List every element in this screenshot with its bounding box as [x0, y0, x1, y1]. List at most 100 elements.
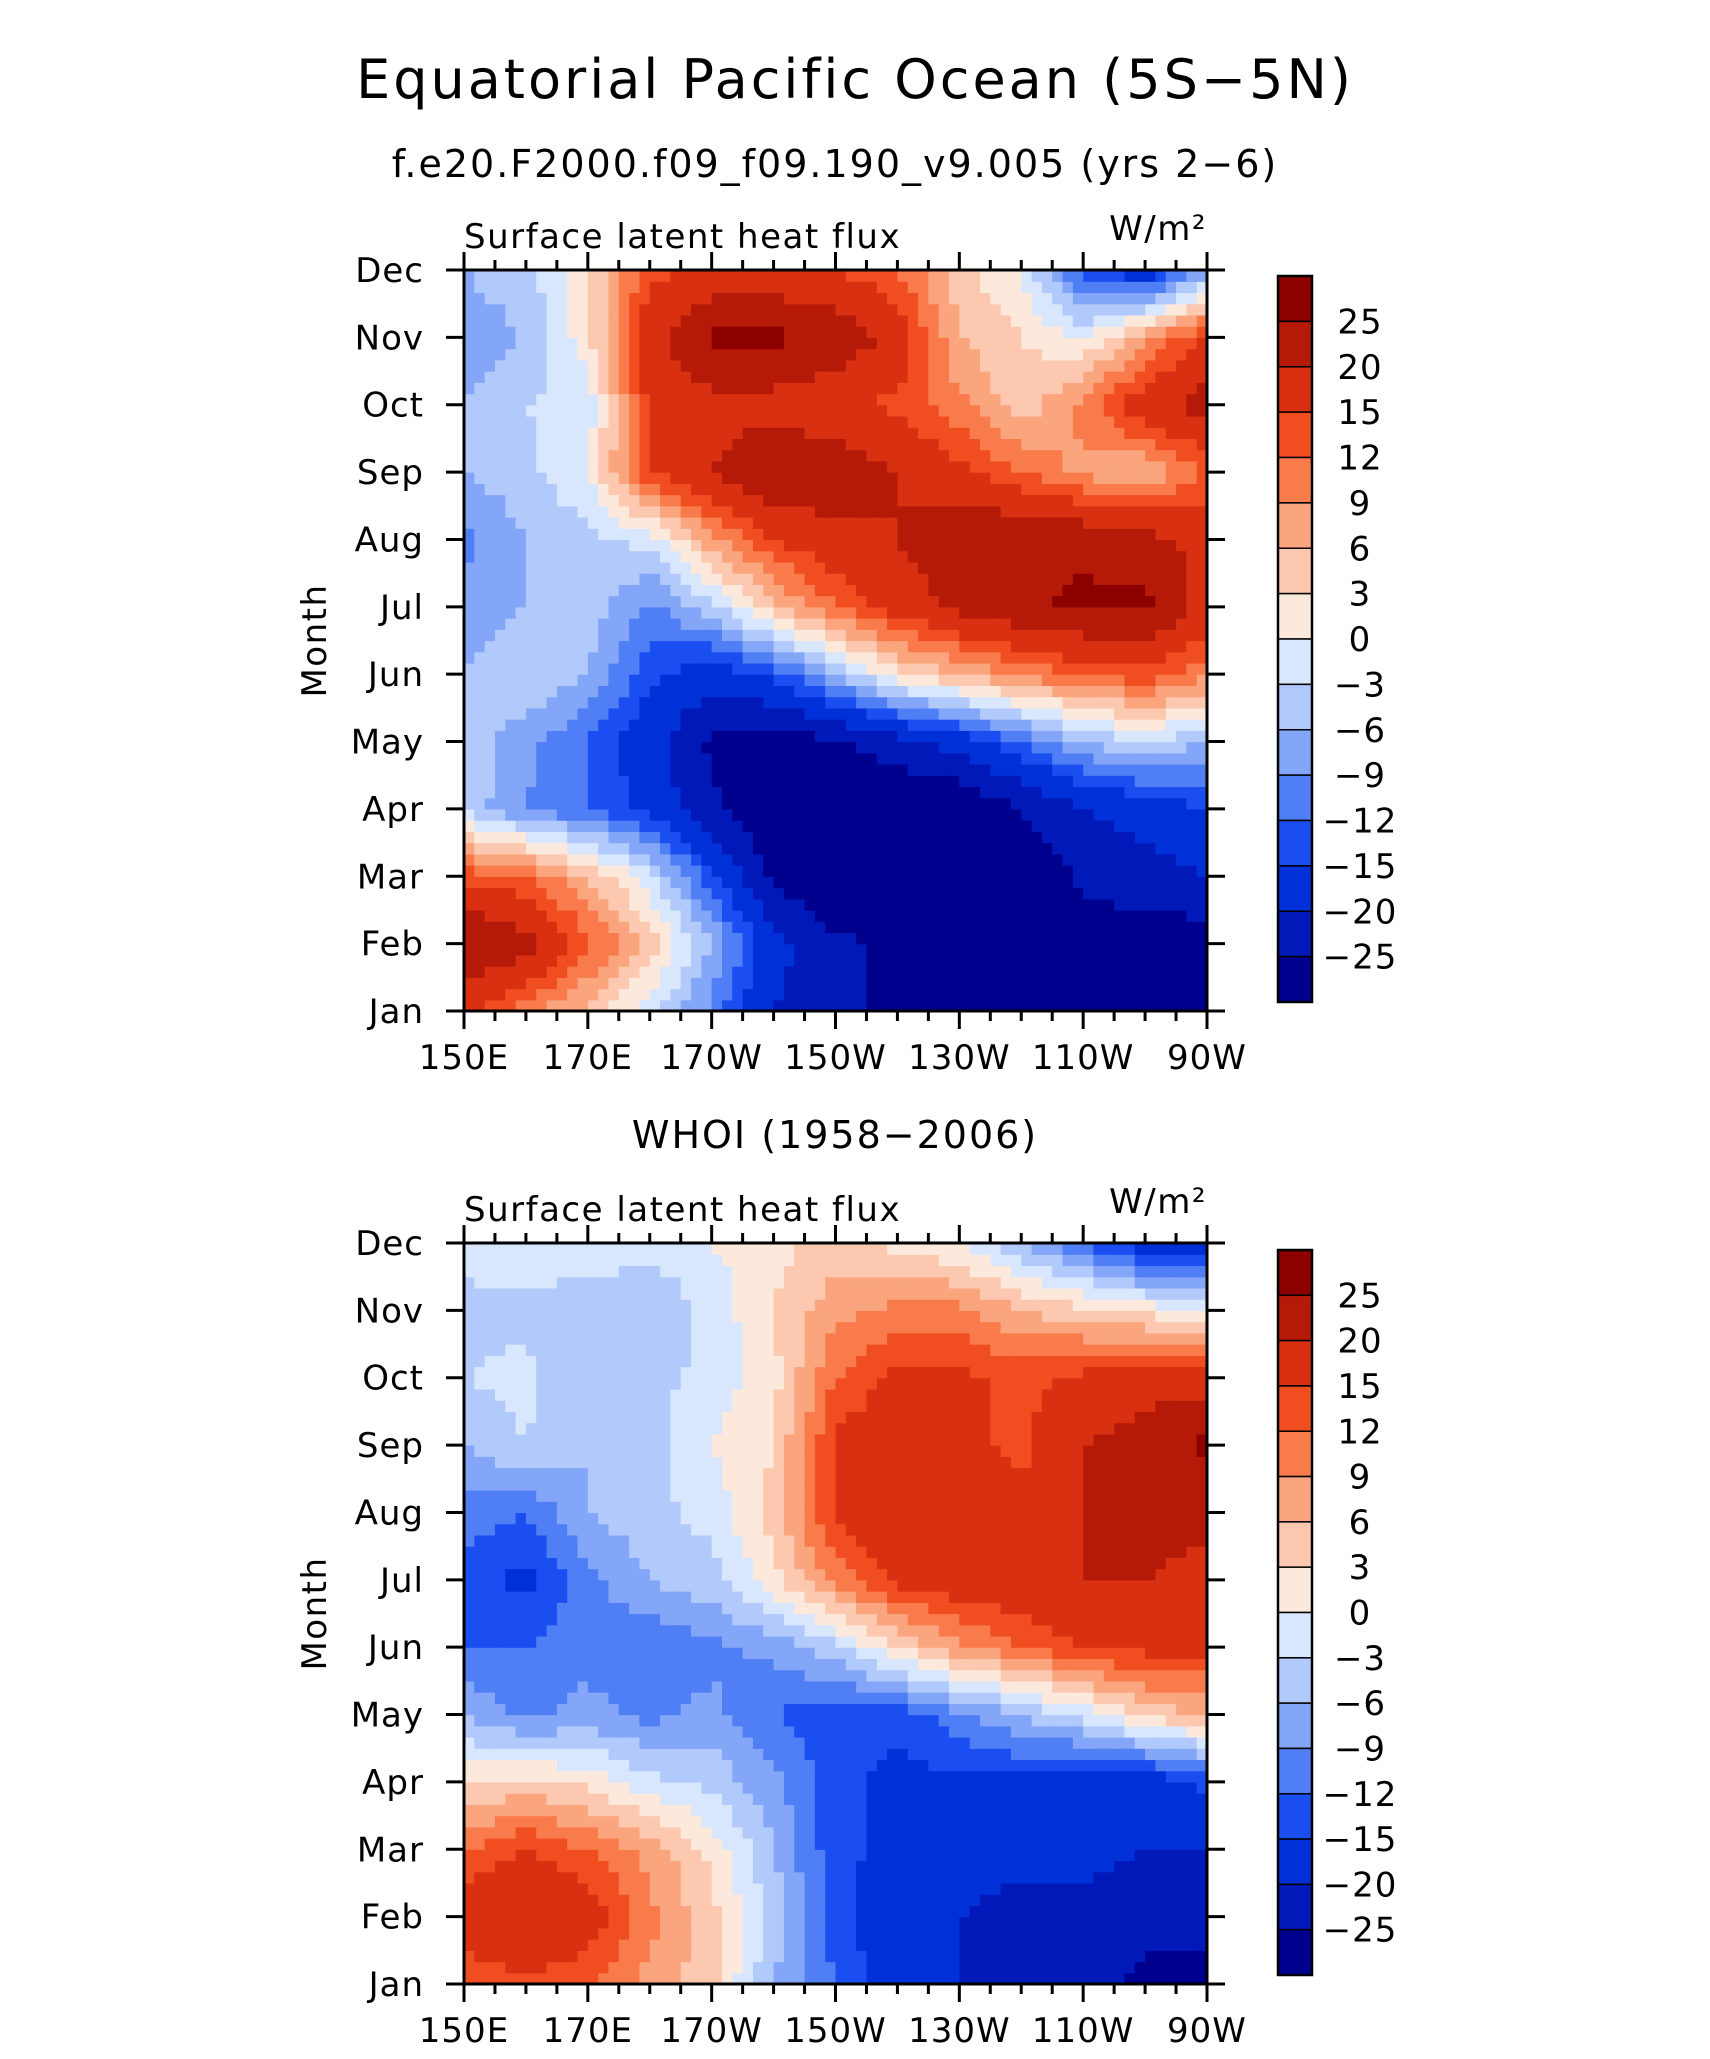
- field-cell: [1114, 820, 1126, 832]
- field-cell: [1031, 820, 1043, 832]
- field-cell: [670, 359, 682, 372]
- field-cell: [1031, 483, 1043, 496]
- field-cell: [536, 472, 548, 484]
- field-cell: [1093, 999, 1105, 1011]
- field-cell: [1062, 438, 1074, 451]
- field-cell: [1145, 719, 1156, 731]
- field-cell: [866, 505, 878, 518]
- field-cell: [556, 966, 568, 978]
- field-cell: [1093, 640, 1105, 653]
- field-cell: [536, 314, 548, 327]
- field-cell: [1052, 348, 1064, 361]
- field-cell: [1155, 999, 1167, 1011]
- field-cell: [608, 505, 620, 518]
- field-cell: [1103, 898, 1115, 911]
- field-cell: [1000, 786, 1012, 799]
- field-cell: [701, 1972, 713, 1984]
- field-cell: [474, 999, 486, 1011]
- field-cell: [845, 640, 857, 653]
- field-cell: [969, 651, 981, 664]
- field-cell: [907, 764, 919, 776]
- field-cell: [1052, 595, 1064, 608]
- field-cell: [1062, 573, 1074, 585]
- field-cell: [804, 909, 816, 922]
- field-cell: [876, 741, 888, 754]
- field-cell: [546, 898, 558, 911]
- field-cell: [990, 281, 1002, 294]
- field-cell: [732, 314, 744, 327]
- field-cell: [814, 820, 826, 832]
- field-cell: [732, 786, 744, 799]
- field-cell: [1062, 460, 1074, 473]
- field-cell: [515, 517, 527, 529]
- field-cell: [464, 651, 475, 664]
- field-cell: [1062, 943, 1074, 956]
- field-cell: [660, 831, 671, 844]
- field-cell: [494, 505, 506, 518]
- field-cell: [990, 999, 1002, 1011]
- field-cell: [598, 887, 610, 900]
- field-cell: [1093, 460, 1105, 473]
- field-cell: [608, 303, 620, 316]
- field-cell: [1196, 741, 1207, 754]
- field-cell: [773, 752, 785, 765]
- field-cell: [577, 662, 589, 675]
- field-cell: [763, 786, 775, 799]
- field-cell: [639, 820, 651, 832]
- field-cell: [773, 505, 785, 518]
- field-cell: [732, 842, 744, 855]
- field-cell: [814, 314, 826, 327]
- field-cell: [1176, 573, 1187, 585]
- field-cell: [990, 752, 1002, 765]
- field-cell: [660, 966, 671, 978]
- field-cell: [1000, 932, 1012, 945]
- field-cell: [928, 550, 940, 563]
- field-cell: [1134, 898, 1146, 911]
- field-cell: [856, 584, 868, 597]
- field-cell: [979, 359, 991, 372]
- field-cell: [866, 539, 878, 552]
- field-cell: [1145, 808, 1156, 821]
- field-cell: [752, 427, 764, 440]
- field-cell: [732, 752, 744, 765]
- field-cell: [536, 348, 548, 361]
- field-cell: [515, 404, 527, 417]
- field-cell: [959, 618, 971, 630]
- field-cell: [990, 719, 1002, 731]
- field-cell: [1031, 831, 1043, 844]
- field-cell: [794, 629, 806, 642]
- field-cell: [1000, 550, 1012, 563]
- field-cell: [525, 393, 537, 406]
- field-cell: [721, 932, 733, 945]
- field-cell: [1176, 865, 1187, 877]
- field-cell: [959, 943, 971, 956]
- field-cell: [1072, 483, 1084, 496]
- field-cell: [949, 472, 960, 484]
- field-cell: [1103, 382, 1115, 395]
- field-cell: [959, 909, 971, 922]
- field-cell: [1124, 472, 1136, 484]
- field-cell: [897, 966, 909, 978]
- field-cell: [1134, 853, 1146, 866]
- field-cell: [474, 943, 486, 956]
- field-cell: [660, 438, 671, 451]
- field-cell: [721, 909, 733, 922]
- field-cell: [618, 460, 630, 473]
- field-cell: [845, 932, 857, 945]
- field-cell: [835, 371, 847, 383]
- field-cell: [484, 764, 496, 776]
- field-cell: [1093, 606, 1105, 619]
- field-cell: [1000, 831, 1012, 844]
- field-cell: [1010, 719, 1022, 731]
- field-cell: [1155, 483, 1167, 496]
- field-cell: [742, 730, 754, 743]
- y-tick-label: Nov: [355, 318, 424, 358]
- field-cell: [1103, 606, 1115, 619]
- field-cell: [701, 831, 713, 844]
- field-cell: [556, 359, 568, 372]
- field-cell: [660, 359, 671, 372]
- field-cell: [907, 696, 919, 709]
- field-cell: [990, 921, 1002, 934]
- field-cell: [1083, 662, 1095, 675]
- field-cell: [1124, 640, 1136, 653]
